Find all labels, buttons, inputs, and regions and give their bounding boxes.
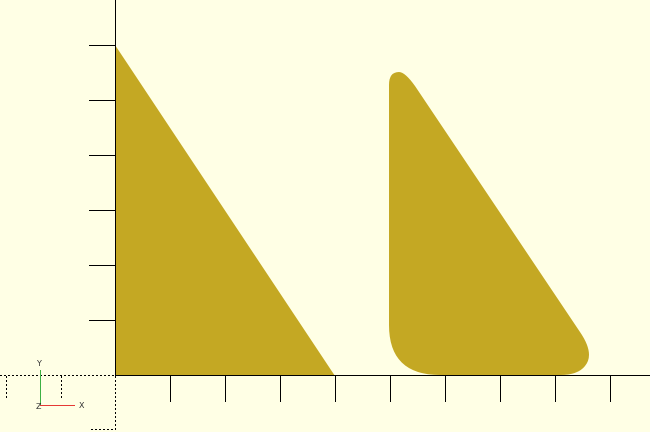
axes-gizmo: X Y Z [36, 359, 85, 411]
gizmo-y-label: Y [36, 359, 42, 368]
y-axis-ticks [89, 45, 115, 321]
gizmo-x-label: X [79, 401, 85, 410]
axes [89, 0, 650, 402]
triangle-shape[interactable] [115, 45, 335, 376]
gizmo-z-label: Z [36, 402, 42, 411]
x-axis-ticks [170, 376, 611, 402]
negative-axes [0, 375, 116, 432]
rounded-triangle-shape[interactable] [389, 72, 589, 375]
